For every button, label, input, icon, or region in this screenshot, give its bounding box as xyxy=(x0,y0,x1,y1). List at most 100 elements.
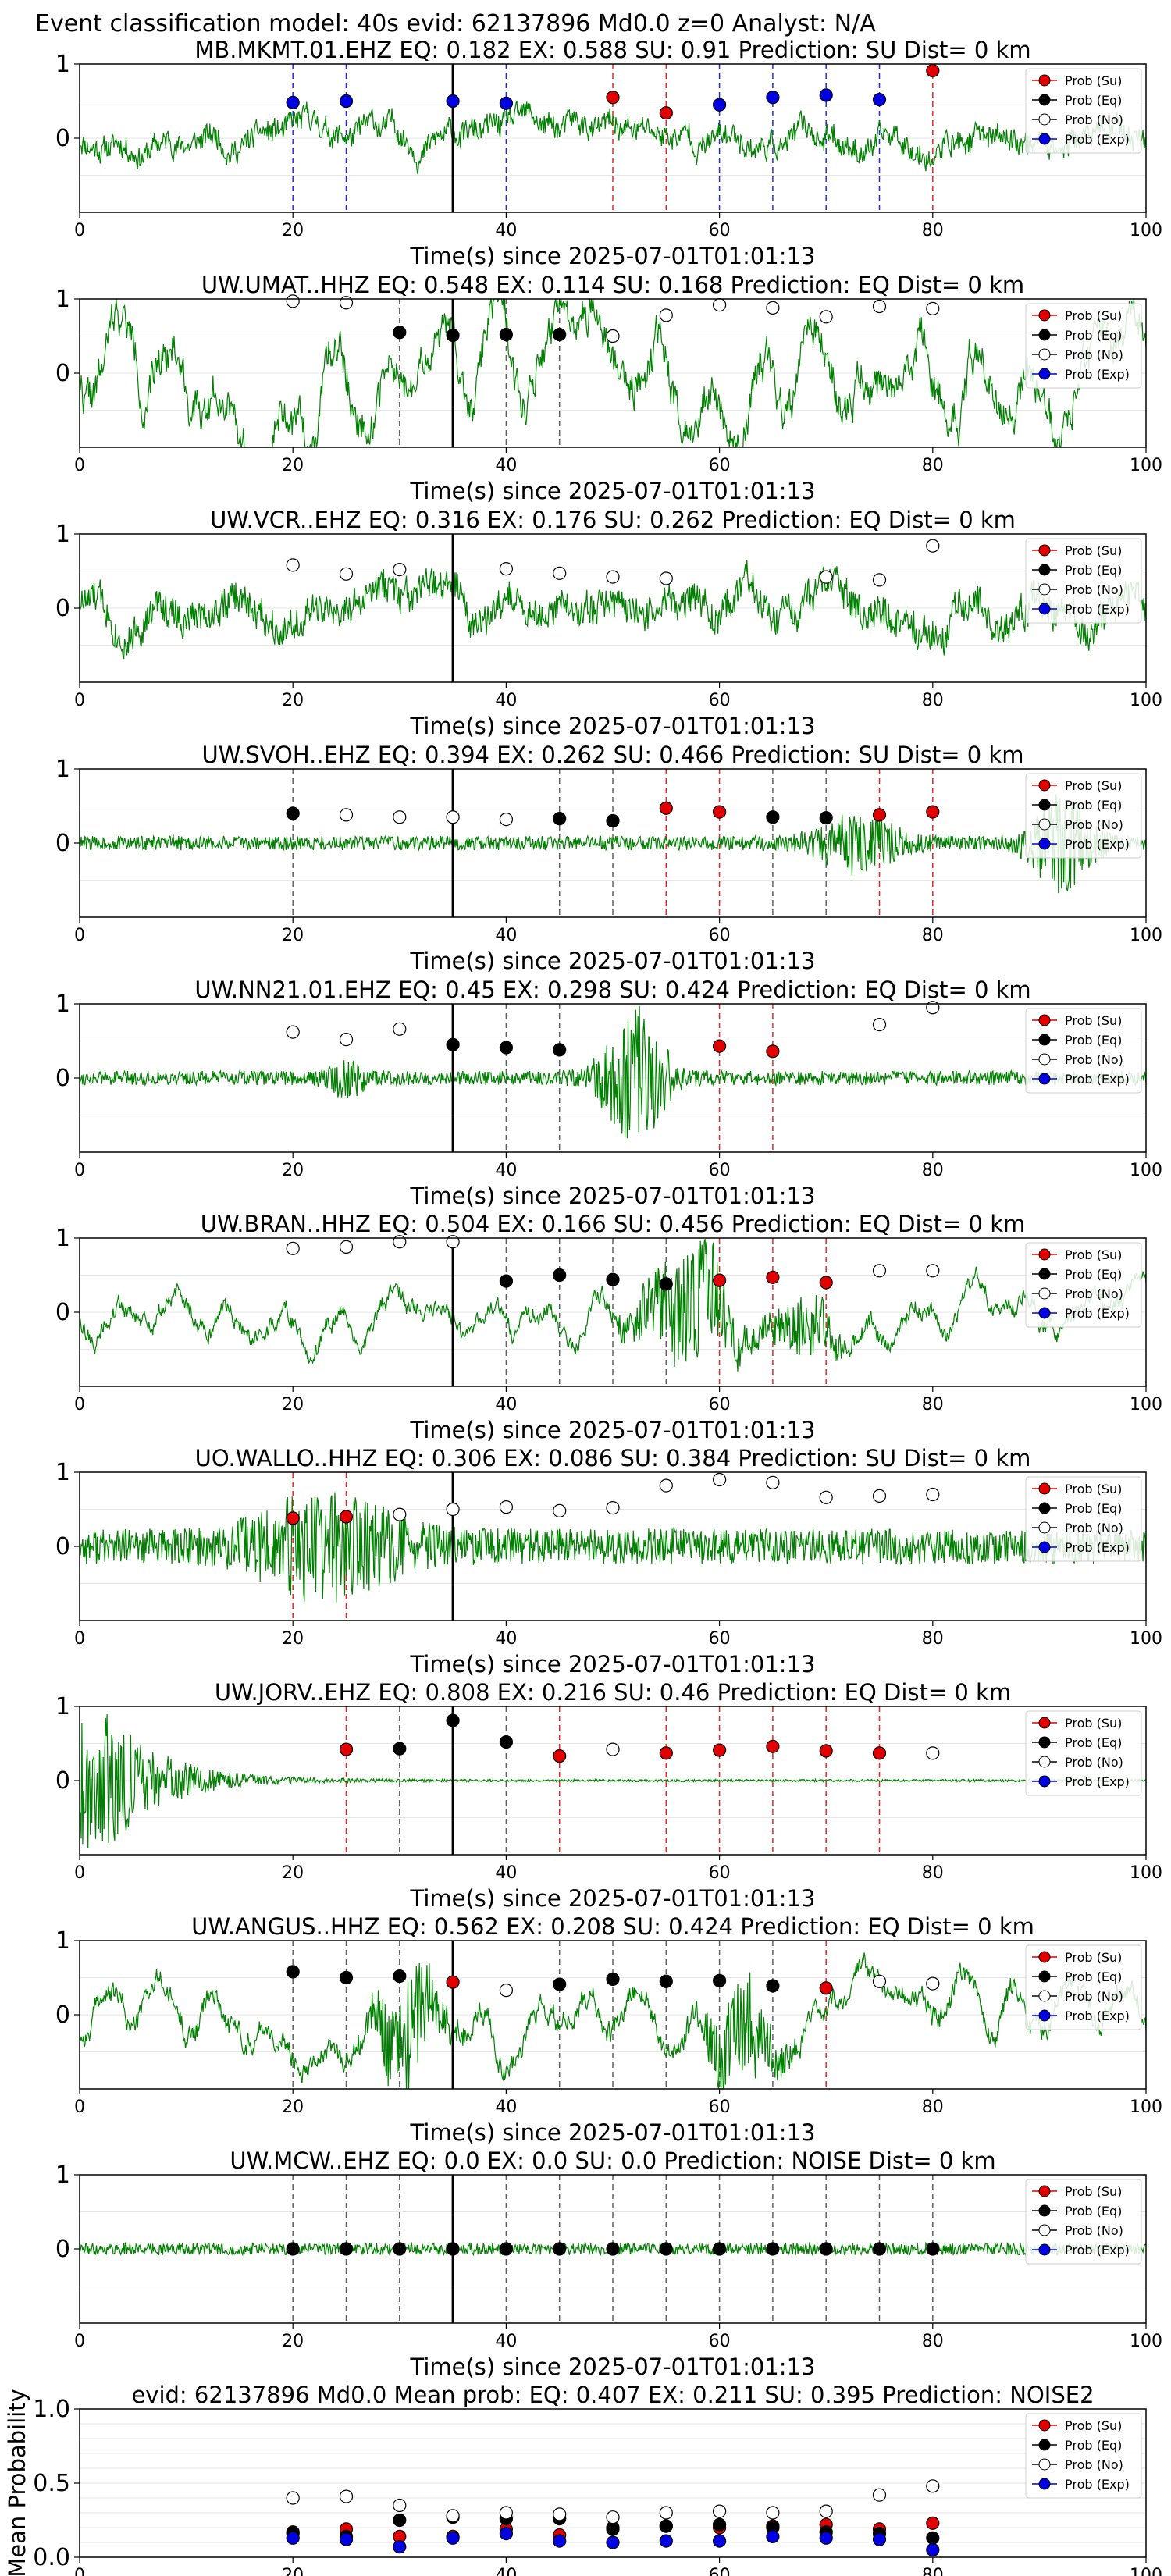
panel-title: MB.MKMT.01.EHZ EQ: 0.182 EX: 0.588 SU: 0… xyxy=(194,37,1030,63)
x-tick-label: 100 xyxy=(1130,221,1162,240)
x-tick-label: 40 xyxy=(495,926,517,945)
legend-marker-no xyxy=(1038,1990,1051,2002)
prob-point-no xyxy=(553,1503,567,1518)
x-axis-label: Time(s) since 2025-07-01T01:01:13 xyxy=(410,1651,816,1678)
waveform-trace xyxy=(79,1714,1147,1848)
prob-point-eq xyxy=(393,326,407,340)
prob-point-su xyxy=(926,805,940,819)
prob-point-no xyxy=(446,1235,460,1249)
prob-point-su xyxy=(712,1743,727,1757)
prob-point-eq xyxy=(926,2242,940,2256)
prob-point-no xyxy=(926,1264,940,1278)
legend-marker-exp xyxy=(1038,838,1051,850)
prob-point-exp xyxy=(872,92,887,107)
mean-point-eq xyxy=(712,2517,727,2532)
panel-title: UW.BRAN..HHZ EQ: 0.504 EX: 0.166 SU: 0.4… xyxy=(201,1211,1026,1237)
prob-point-exp xyxy=(712,98,727,112)
prob-point-eq xyxy=(446,1037,460,1051)
mean-point-exp xyxy=(553,2534,567,2548)
prob-point-no xyxy=(393,810,407,824)
prob-point-eq xyxy=(553,812,567,826)
y-tick-label: 0 xyxy=(55,595,70,622)
station-panel: UW.SVOH..EHZ EQ: 0.394 EX: 0.262 SU: 0.4… xyxy=(55,742,1162,974)
prob-point-eq xyxy=(553,1043,567,1057)
legend-marker-eq xyxy=(1038,1268,1051,1280)
x-axis-label: Time(s) since 2025-07-01T01:01:13 xyxy=(410,1183,816,1209)
legend-marker-eq xyxy=(1038,329,1051,341)
x-tick-label: 100 xyxy=(1130,456,1162,475)
panel-title: UO.WALLO..HHZ EQ: 0.306 EX: 0.086 SU: 0.… xyxy=(195,1445,1031,1471)
prob-point-eq xyxy=(872,2242,887,2256)
prob-point-exp xyxy=(446,94,460,109)
x-tick-label: 20 xyxy=(282,2097,304,2117)
mean-point-no xyxy=(659,2506,673,2520)
prob-point-no xyxy=(286,558,300,572)
waveform-trace xyxy=(79,101,1147,175)
y-tick-label: 0 xyxy=(55,1065,70,1092)
legend-label: Prob (Eq) xyxy=(1065,93,1122,108)
prob-point-su xyxy=(766,1739,780,1753)
prob-point-no xyxy=(339,808,354,822)
station-panel: UW.JORV..EHZ EQ: 0.808 EX: 0.216 SU: 0.4… xyxy=(55,1679,1162,1912)
legend-label: Prob (No) xyxy=(1065,582,1123,597)
x-tick-label: 60 xyxy=(709,2332,731,2351)
x-tick-label: 60 xyxy=(709,2097,731,2117)
prob-point-no xyxy=(339,1240,354,1254)
station-panel: UW.MCW..EHZ EQ: 0.0 EX: 0.0 SU: 0.0 Pred… xyxy=(55,2147,1162,2380)
legend-label: Prob (Eq) xyxy=(1065,1969,1122,1984)
legend-label: Prob (Su) xyxy=(1065,2184,1122,2199)
legend: Prob (Su) Prob (Eq) Prob (No) Prob (Exp) xyxy=(1025,2413,1142,2499)
prob-point-su xyxy=(339,1510,354,1524)
legend-marker-eq xyxy=(1038,799,1051,811)
x-tick-label: 100 xyxy=(1130,2097,1162,2117)
panel-title: evid: 62137896 Md0.0 Mean prob: EQ: 0.40… xyxy=(131,2382,1094,2408)
x-tick-label: 40 xyxy=(495,2097,517,2117)
legend-label: Prob (No) xyxy=(1065,347,1123,362)
prob-point-su xyxy=(446,1975,460,1989)
prob-point-su xyxy=(872,808,887,822)
x-tick-label: 0 xyxy=(74,926,85,945)
prob-point-su xyxy=(766,1270,780,1284)
legend-label: Prob (Exp) xyxy=(1065,602,1130,617)
legend-marker-exp xyxy=(1038,2478,1051,2490)
prob-point-eq xyxy=(712,2242,727,2256)
x-axis-label: Time(s) since 2025-07-01T01:01:13 xyxy=(410,713,816,739)
mean-point-exp xyxy=(446,2531,460,2545)
legend-marker-su xyxy=(1038,74,1051,87)
mean-point-eq xyxy=(926,2531,940,2545)
prob-point-no xyxy=(926,1976,940,1991)
mean-point-exp xyxy=(712,2534,727,2548)
legend-frame xyxy=(1025,1944,1142,2030)
prob-point-no xyxy=(393,562,407,577)
prob-point-su xyxy=(926,63,940,78)
prob-point-eq xyxy=(659,1277,673,1291)
legend-label: Prob (Su) xyxy=(1065,308,1122,323)
legend-label: Prob (No) xyxy=(1065,2223,1123,2238)
prob-point-exp xyxy=(339,94,354,109)
prob-point-su xyxy=(339,1742,354,1756)
y-tick-label: 1 xyxy=(55,1693,70,1720)
prob-point-no xyxy=(766,1475,780,1489)
legend-marker-eq xyxy=(1038,2204,1051,2217)
prob-point-no xyxy=(926,301,940,315)
prob-point-no xyxy=(339,296,354,310)
panel-title: UW.UMAT..HHZ EQ: 0.548 EX: 0.114 SU: 0.1… xyxy=(201,272,1024,298)
prob-point-eq xyxy=(606,1272,620,1286)
y-tick-label: 0.0 xyxy=(33,2544,70,2571)
prob-point-eq xyxy=(766,1979,780,1993)
prob-point-no xyxy=(712,298,727,312)
prob-point-no xyxy=(339,1032,354,1047)
y-tick-label: 1 xyxy=(55,51,70,78)
prob-point-exp xyxy=(819,88,833,102)
legend-frame xyxy=(1025,1242,1142,1328)
x-tick-label: 40 xyxy=(495,221,517,240)
x-tick-label: 60 xyxy=(709,691,731,710)
mean-point-exp xyxy=(606,2535,620,2549)
prob-point-su xyxy=(712,1039,727,1053)
legend: Prob (Su) Prob (Eq) Prob (No) Prob (Exp) xyxy=(1025,68,1142,154)
y-tick-label: 0 xyxy=(55,830,70,857)
x-tick-label: 60 xyxy=(709,456,731,475)
x-tick-label: 20 xyxy=(282,456,304,475)
prob-point-no xyxy=(606,570,620,584)
prob-point-eq xyxy=(553,328,567,342)
